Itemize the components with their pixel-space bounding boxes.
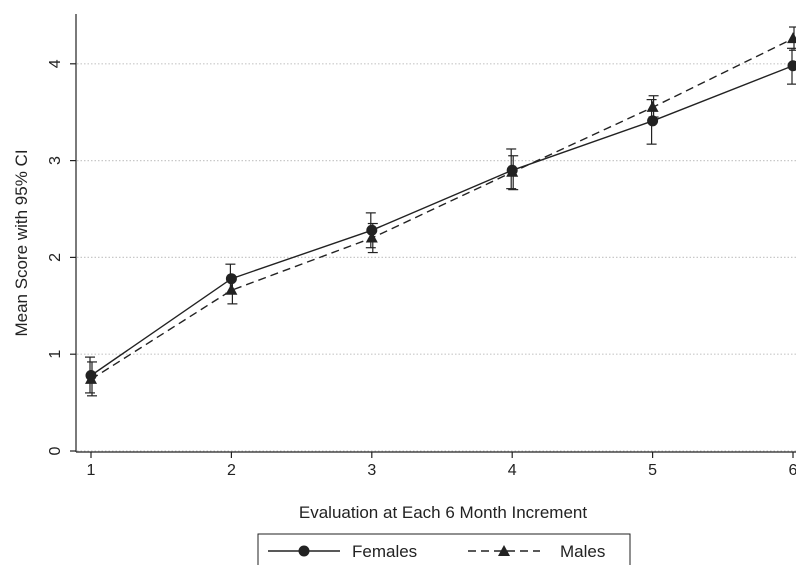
x-tick-label-3: 4 xyxy=(508,462,517,479)
x-tick-label-0: 1 xyxy=(87,462,96,479)
legend-label-males: Males xyxy=(560,542,605,561)
x-tick-label-5: 6 xyxy=(789,462,796,479)
x-tick-label-2: 3 xyxy=(367,462,376,479)
series-males xyxy=(85,26,796,397)
y-tick-label-0: 0 xyxy=(47,446,64,455)
point-males-4 xyxy=(506,165,519,177)
x-tick-label-1: 2 xyxy=(227,462,236,479)
point-males-1 xyxy=(85,372,97,384)
y-tick-label-3: 3 xyxy=(47,156,64,165)
y-tick-label-4: 4 xyxy=(47,59,64,68)
series-layer xyxy=(85,26,796,397)
point-females-6 xyxy=(787,60,796,72)
x-axis-label: Evaluation at Each 6 Month Increment xyxy=(299,503,587,522)
y-axis-label: Mean Score with 95% CI xyxy=(12,149,31,336)
y-tick-label-2: 2 xyxy=(47,253,64,262)
gridlines xyxy=(77,63,796,452)
series-line-females xyxy=(90,65,794,377)
point-males-6 xyxy=(787,32,796,44)
point-males-3 xyxy=(365,231,378,243)
point-females-3 xyxy=(366,224,378,236)
legend-marker-males xyxy=(498,545,510,556)
y-tick-label-1: 1 xyxy=(47,350,64,359)
x-tick-label-4: 5 xyxy=(648,462,657,479)
y-axis-ticks: 0 1 2 3 4 xyxy=(47,59,76,455)
legend-box xyxy=(257,533,631,565)
legend: Females Males xyxy=(257,533,631,565)
point-females-5 xyxy=(647,115,659,127)
point-males-5 xyxy=(646,100,659,112)
series-line-males xyxy=(90,38,794,380)
x-axis-ticks: 1 2 3 4 5 6 xyxy=(87,452,796,479)
point-females-2 xyxy=(225,273,237,285)
point-males-2 xyxy=(225,283,238,295)
series-females xyxy=(85,47,796,394)
legend-marker-females xyxy=(298,545,310,557)
legend-label-females: Females xyxy=(352,542,417,561)
